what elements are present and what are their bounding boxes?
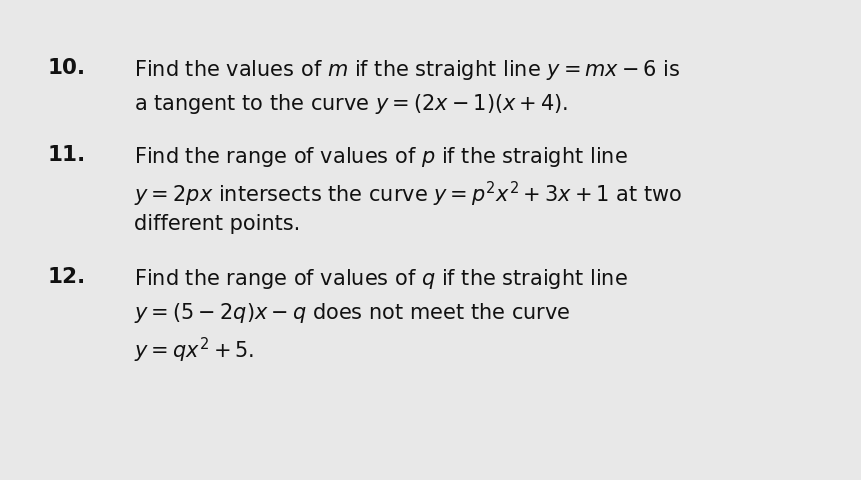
Text: 11.: 11. [47,145,85,165]
Text: different points.: different points. [133,214,300,234]
Text: Find the values of $m$ if the straight line $y = mx - 6$ is: Find the values of $m$ if the straight l… [133,58,679,82]
Text: Find the range of values of $p$ if the straight line: Find the range of values of $p$ if the s… [133,145,627,169]
Text: $y = 2px$ intersects the curve $y = p^2x^2 + 3x + 1$ at two: $y = 2px$ intersects the curve $y = p^2x… [133,180,681,209]
Text: Find the range of values of $q$ if the straight line: Find the range of values of $q$ if the s… [133,267,627,291]
Text: 12.: 12. [47,267,85,287]
Text: $y = (5 - 2q)x - q$ does not meet the curve: $y = (5 - 2q)x - q$ does not meet the cu… [133,301,569,325]
Text: $y = qx^2 + 5$.: $y = qx^2 + 5$. [133,336,254,365]
Text: 10.: 10. [47,58,85,78]
Text: a tangent to the curve $y = (2x - 1)(x + 4)$.: a tangent to the curve $y = (2x - 1)(x +… [133,92,567,116]
